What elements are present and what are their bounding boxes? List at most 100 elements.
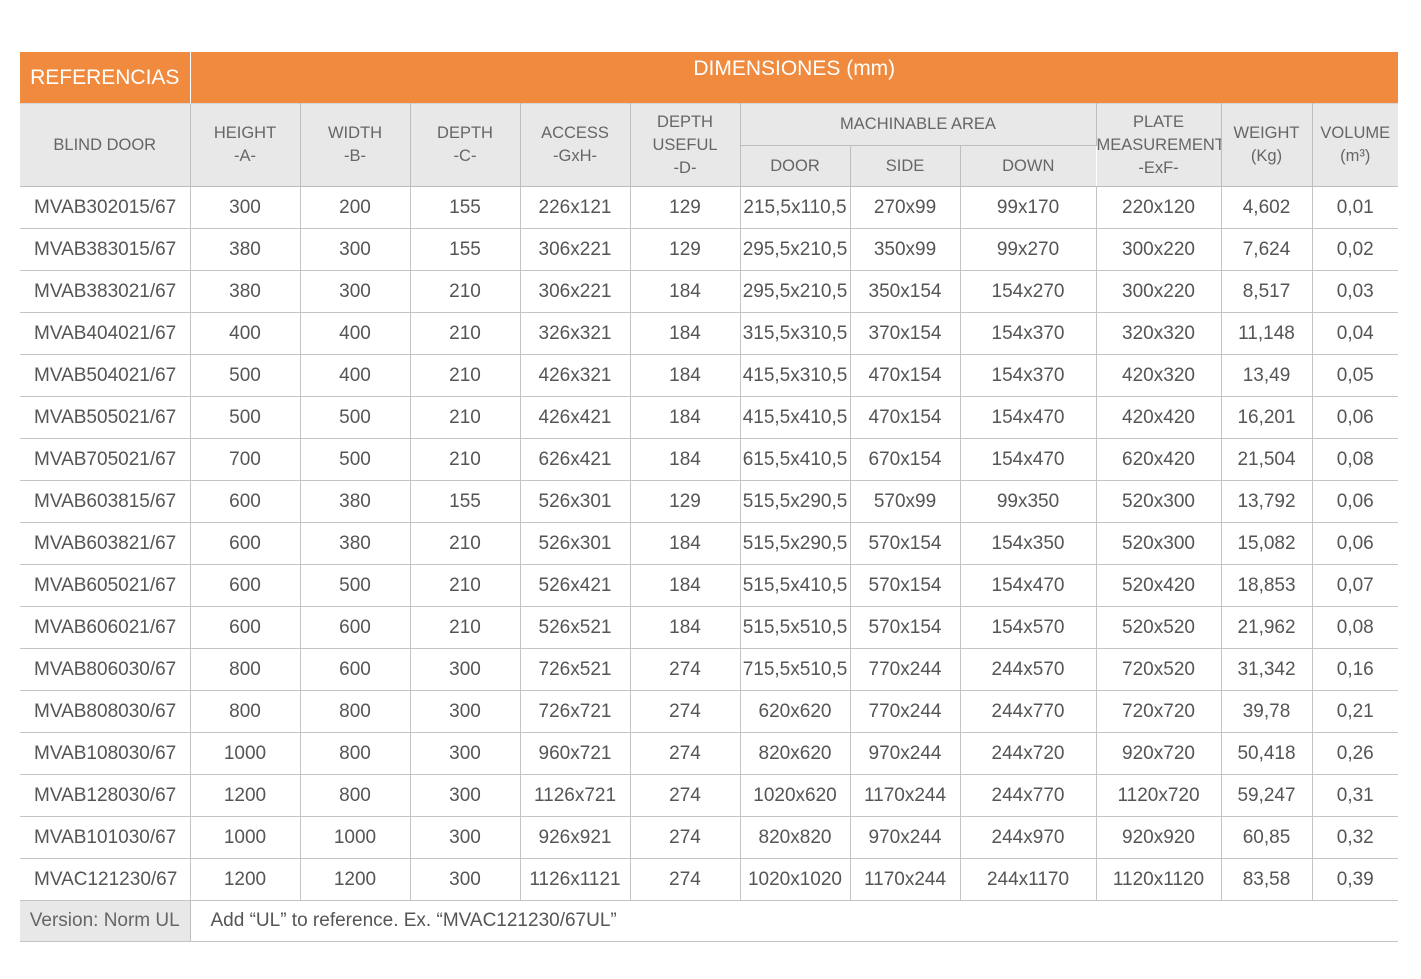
table-cell: 415,5x310,5 — [740, 354, 851, 397]
table-cell: 526x521 — [520, 606, 631, 649]
table-cell: 415,5x410,5 — [740, 396, 851, 439]
table-cell: 515,5x290,5 — [740, 522, 851, 565]
table-cell: 570x99 — [850, 480, 961, 523]
table-cell: 600 — [190, 480, 301, 523]
table-cell: 300 — [300, 228, 411, 271]
table-cell: 0,06 — [1312, 396, 1399, 439]
table-cell: 154x370 — [960, 354, 1097, 397]
table-cell: 274 — [630, 816, 741, 859]
table-cell: 470x154 — [850, 354, 961, 397]
table-cell: 400 — [300, 312, 411, 355]
table-cell: 800 — [300, 732, 411, 775]
table-cell: 0,06 — [1312, 522, 1399, 565]
table-cell: 1170x244 — [850, 774, 961, 817]
table-cell: 515,5x290,5 — [740, 480, 851, 523]
table-cell: 0,39 — [1312, 858, 1399, 901]
table-cell: 59,247 — [1221, 774, 1313, 817]
table-cell: 210 — [410, 312, 521, 355]
table-cell: 770x244 — [850, 648, 961, 691]
table-cell: 154x470 — [960, 396, 1097, 439]
table-cell: 1120x720 — [1096, 774, 1222, 817]
table-row: MVAB808030/67 800 800 300 726x721 274 620x620 7… — [20, 690, 1399, 733]
table-row: MVAB302015/67 300 200 155 226x121 129 215,5x11… — [20, 186, 1399, 229]
table-cell: 184 — [630, 270, 741, 313]
table-cell: 99x350 — [960, 480, 1097, 523]
table-cell: 1000 — [190, 816, 301, 859]
table-cell: 670x154 — [850, 438, 961, 481]
table-cell: 7,624 — [1221, 228, 1313, 271]
table-cell: 39,78 — [1221, 690, 1313, 733]
table-cell: 154x350 — [960, 522, 1097, 565]
reference-cell: MVAB504021/67 — [20, 354, 191, 397]
reference-cell: MVAB108030/67 — [20, 732, 191, 775]
reference-cell: MVAB128030/67 — [20, 774, 191, 817]
table-cell: 380 — [190, 228, 301, 271]
table-cell: 21,504 — [1221, 438, 1313, 481]
table-cell: 31,342 — [1221, 648, 1313, 691]
reference-cell: MVAC121230/67 — [20, 858, 191, 901]
reference-cell: MVAB383015/67 — [20, 228, 191, 271]
table-cell: 1170x244 — [850, 858, 961, 901]
table-cell: 210 — [410, 354, 521, 397]
table-cell: 99x170 — [960, 186, 1097, 229]
table-cell: 210 — [410, 438, 521, 481]
table-cell: 244x570 — [960, 648, 1097, 691]
table-cell: 184 — [630, 396, 741, 439]
col-depth-useful: DEPTH USEFUL -D- — [630, 103, 741, 187]
table-cell: 920x720 — [1096, 732, 1222, 775]
reference-cell: MVAB603815/67 — [20, 480, 191, 523]
table-cell: 155 — [410, 480, 521, 523]
dimensions-table: REFERENCIAS DIMENSIONES (mm) BLIND DOOR … — [20, 52, 1399, 942]
table-row: MVAB806030/67 800 600 300 726x521 274 715,5x51… — [20, 648, 1399, 691]
table-cell: 570x154 — [850, 564, 961, 607]
table-cell: 0,32 — [1312, 816, 1399, 859]
table-cell: 0,05 — [1312, 354, 1399, 397]
table-cell: 820x820 — [740, 816, 851, 859]
table-cell: 154x270 — [960, 270, 1097, 313]
table-cell: 1200 — [190, 858, 301, 901]
table-cell: 129 — [630, 480, 741, 523]
table-cell: 970x244 — [850, 732, 961, 775]
reference-cell: MVAB705021/67 — [20, 438, 191, 481]
col-blind-door: BLIND DOOR — [20, 103, 191, 187]
table-row: MVAB605021/67 600 500 210 526x421 184 515,5x41… — [20, 564, 1399, 607]
table-cell: 0,16 — [1312, 648, 1399, 691]
table-cell: 274 — [630, 690, 741, 733]
table-row: MVAB505021/67 500 500 210 426x421 184 415,5x41… — [20, 396, 1399, 439]
table-cell: 184 — [630, 606, 741, 649]
table-cell: 1000 — [190, 732, 301, 775]
table-cell: 274 — [630, 732, 741, 775]
table-cell: 300x220 — [1096, 228, 1222, 271]
col-down: DOWN — [960, 145, 1096, 187]
table-cell: 244x770 — [960, 774, 1097, 817]
table-cell: 99x270 — [960, 228, 1097, 271]
table-row: MVAB603821/67 600 380 210 526x301 184 515,5x29… — [20, 522, 1399, 565]
table-cell: 210 — [410, 606, 521, 649]
table-cell: 8,517 — [1221, 270, 1313, 313]
col-plate-measurement: PLATE MEASUREMENT -ExF- — [1096, 103, 1222, 187]
table-cell: 500 — [300, 564, 411, 607]
table-cell: 720x520 — [1096, 648, 1222, 691]
table-cell: 526x421 — [520, 564, 631, 607]
table-cell: 520x300 — [1096, 480, 1222, 523]
table-cell: 770x244 — [850, 690, 961, 733]
table-cell: 21,962 — [1221, 606, 1313, 649]
table-cell: 16,201 — [1221, 396, 1313, 439]
table-cell: 300 — [190, 186, 301, 229]
table-cell: 600 — [300, 606, 411, 649]
table-cell: 570x154 — [850, 606, 961, 649]
table-cell: 210 — [410, 270, 521, 313]
table-cell: 155 — [410, 228, 521, 271]
col-depth: DEPTH -C- — [410, 103, 521, 187]
table-cell: 315,5x310,5 — [740, 312, 851, 355]
table-cell: 129 — [630, 228, 741, 271]
table-cell: 960x721 — [520, 732, 631, 775]
referencias-header: REFERENCIAS — [20, 52, 191, 104]
table-cell: 274 — [630, 648, 741, 691]
table-cell: 11,148 — [1221, 312, 1313, 355]
table-cell: 380 — [190, 270, 301, 313]
table-cell: 600 — [300, 648, 411, 691]
table-cell: 370x154 — [850, 312, 961, 355]
table-cell: 1020x620 — [740, 774, 851, 817]
table-cell: 520x300 — [1096, 522, 1222, 565]
